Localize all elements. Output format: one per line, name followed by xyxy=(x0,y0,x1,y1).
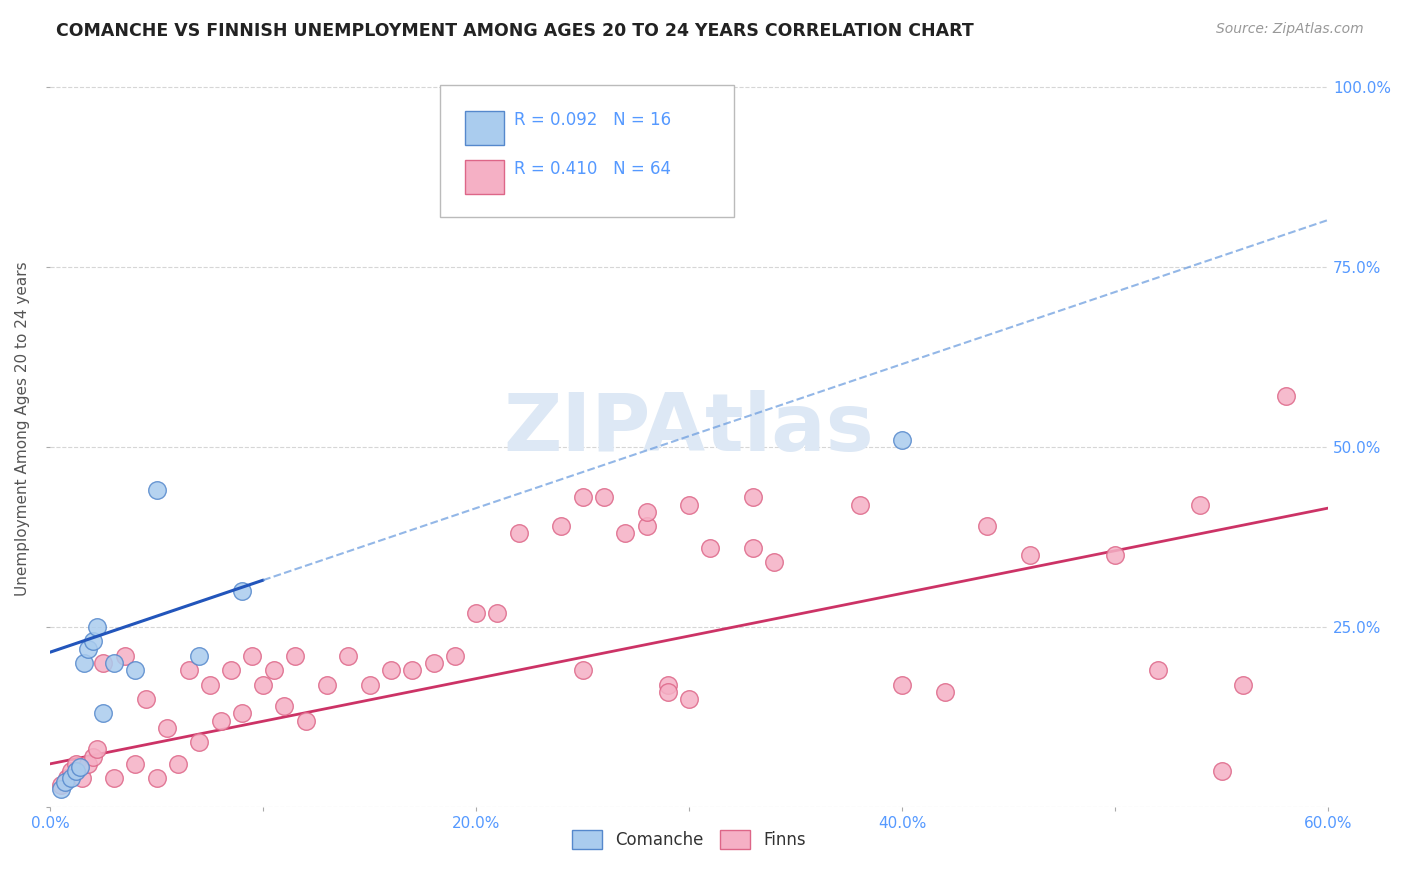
Point xyxy=(380,663,402,677)
Point xyxy=(60,764,83,778)
Point xyxy=(53,775,76,789)
Point xyxy=(422,656,444,670)
Text: COMANCHE VS FINNISH UNEMPLOYMENT AMONG AGES 20 TO 24 YEARS CORRELATION CHART: COMANCHE VS FINNISH UNEMPLOYMENT AMONG A… xyxy=(56,22,974,40)
Point xyxy=(465,606,488,620)
Point xyxy=(93,706,115,721)
Point xyxy=(550,519,572,533)
Point xyxy=(636,519,658,533)
Point xyxy=(976,519,998,533)
Text: ZIPAtlas: ZIPAtlas xyxy=(503,390,875,468)
Point xyxy=(636,505,658,519)
Point xyxy=(65,764,87,778)
Point xyxy=(294,714,316,728)
Point xyxy=(1189,498,1212,512)
Point xyxy=(571,491,593,505)
Point xyxy=(1232,677,1254,691)
Point xyxy=(508,526,530,541)
Point xyxy=(188,648,211,663)
Point xyxy=(65,756,87,771)
Point xyxy=(891,677,914,691)
Point xyxy=(145,771,167,785)
Point xyxy=(219,663,242,677)
Point xyxy=(1146,663,1168,677)
Point xyxy=(69,760,91,774)
Point xyxy=(657,677,679,691)
Point xyxy=(188,735,211,749)
Text: R = 0.092   N = 16: R = 0.092 N = 16 xyxy=(515,112,671,129)
FancyBboxPatch shape xyxy=(440,85,734,217)
Point xyxy=(316,677,339,691)
Point xyxy=(678,498,700,512)
Point xyxy=(1274,389,1296,403)
Y-axis label: Unemployment Among Ages 20 to 24 years: Unemployment Among Ages 20 to 24 years xyxy=(15,261,30,596)
Point xyxy=(49,779,72,793)
Point xyxy=(263,663,285,677)
Point xyxy=(678,692,700,706)
Point xyxy=(60,771,83,785)
Point xyxy=(359,677,381,691)
Point xyxy=(1104,548,1126,562)
Point xyxy=(86,742,108,756)
Point xyxy=(934,685,956,699)
Point xyxy=(891,433,914,447)
Point xyxy=(82,634,104,648)
Point xyxy=(177,663,200,677)
Point xyxy=(571,663,593,677)
Point xyxy=(443,648,465,663)
Text: R = 0.410   N = 64: R = 0.410 N = 64 xyxy=(515,161,671,178)
FancyBboxPatch shape xyxy=(465,112,503,145)
Point xyxy=(486,606,509,620)
Point xyxy=(135,692,157,706)
Point xyxy=(1019,548,1042,562)
Point xyxy=(70,771,93,785)
Point xyxy=(167,756,190,771)
Point xyxy=(124,663,146,677)
Point xyxy=(86,620,108,634)
Point xyxy=(124,756,146,771)
Point xyxy=(273,699,295,714)
Point xyxy=(93,656,115,670)
Point xyxy=(763,555,786,569)
Point xyxy=(145,483,167,497)
Point xyxy=(657,685,679,699)
Point xyxy=(73,656,96,670)
Point xyxy=(156,721,179,735)
Point xyxy=(699,541,721,555)
Text: Source: ZipAtlas.com: Source: ZipAtlas.com xyxy=(1216,22,1364,37)
Point xyxy=(252,677,274,691)
Point xyxy=(593,491,616,505)
Point xyxy=(198,677,221,691)
Point xyxy=(56,771,79,785)
Point xyxy=(49,782,72,797)
Point xyxy=(614,526,637,541)
Point xyxy=(209,714,232,728)
Point xyxy=(742,491,765,505)
Point xyxy=(742,541,765,555)
Point xyxy=(103,771,125,785)
Point xyxy=(114,648,136,663)
Point xyxy=(77,756,100,771)
Point xyxy=(231,584,253,599)
Point xyxy=(848,498,870,512)
FancyBboxPatch shape xyxy=(465,161,503,194)
Point xyxy=(284,648,307,663)
Legend: Comanche, Finns: Comanche, Finns xyxy=(565,823,813,855)
Point xyxy=(242,648,264,663)
Point xyxy=(103,656,125,670)
Point xyxy=(1211,764,1233,778)
Point xyxy=(231,706,253,721)
Point xyxy=(82,749,104,764)
Point xyxy=(77,641,100,656)
Point xyxy=(337,648,360,663)
Point xyxy=(401,663,423,677)
